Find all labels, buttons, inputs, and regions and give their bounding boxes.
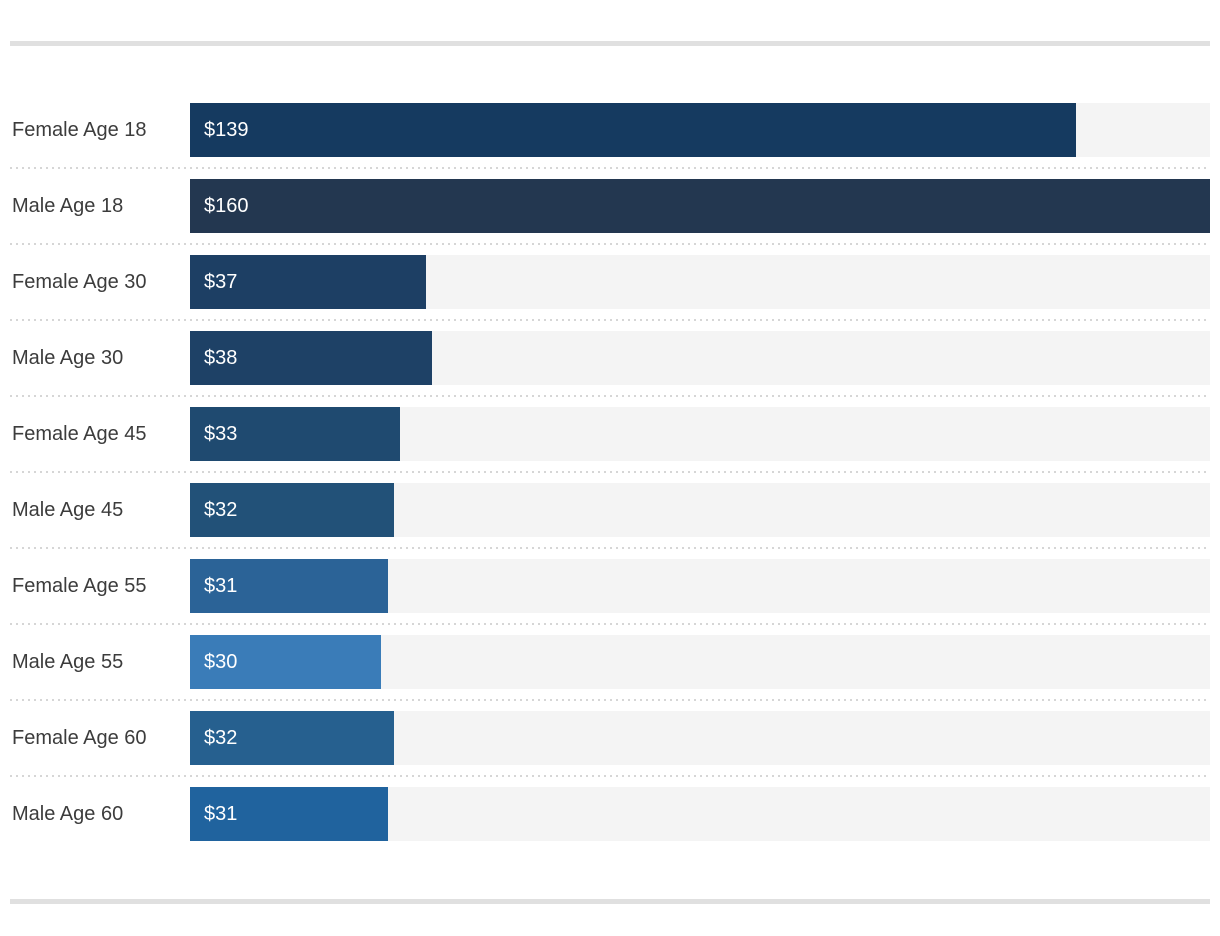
value-label: $32 xyxy=(204,498,238,521)
bar: $30 xyxy=(190,635,382,689)
bar-track: $38 xyxy=(190,331,1210,385)
value-label: $139 xyxy=(204,118,249,141)
bar-track: $33 xyxy=(190,407,1210,461)
value-label: $32 xyxy=(204,726,238,749)
bar: $31 xyxy=(190,559,388,613)
category-label: Male Age 55 xyxy=(12,650,124,673)
category-label: Female Age 18 xyxy=(12,118,147,141)
bar-track: $160 xyxy=(190,179,1210,233)
top-divider xyxy=(10,41,1210,46)
chart-row: Male Age 60 $31 xyxy=(10,775,1210,852)
value-label: $38 xyxy=(204,346,238,369)
bar: $33 xyxy=(190,407,401,461)
value-label: $31 xyxy=(204,574,238,597)
chart-row: Male Age 18 $160 xyxy=(10,167,1210,244)
bar-track: $139 xyxy=(190,103,1210,157)
value-label: $30 xyxy=(204,650,238,673)
chart-row: Male Age 45 $32 xyxy=(10,471,1210,548)
category-label: Female Age 45 xyxy=(12,422,147,445)
bar: $32 xyxy=(190,483,394,537)
bar: $31 xyxy=(190,787,388,841)
value-label: $160 xyxy=(204,194,249,217)
category-label: Female Age 60 xyxy=(12,726,147,749)
bar-track: $32 xyxy=(190,711,1210,765)
chart-row: Male Age 30 $38 xyxy=(10,319,1210,396)
category-label: Male Age 60 xyxy=(12,802,124,825)
bar-track: $32 xyxy=(190,483,1210,537)
chart-row: Female Age 30 $37 xyxy=(10,243,1210,320)
bar: $37 xyxy=(190,255,426,309)
bar-track: $31 xyxy=(190,787,1210,841)
bottom-divider xyxy=(10,899,1210,904)
bar: $160 xyxy=(190,179,1210,233)
bar: $32 xyxy=(190,711,394,765)
bar-track: $37 xyxy=(190,255,1210,309)
chart-row: Female Age 45 $33 xyxy=(10,395,1210,472)
bar-chart: Female Age 18 $139 Male Age 18 $160 Female A… xyxy=(10,92,1210,852)
chart-row: Female Age 18 $139 xyxy=(10,92,1210,168)
category-label: Male Age 45 xyxy=(12,498,124,521)
value-label: $37 xyxy=(204,270,238,293)
bar: $38 xyxy=(190,331,433,385)
bar-track: $31 xyxy=(190,559,1210,613)
bar-track: $30 xyxy=(190,635,1210,689)
value-label: $31 xyxy=(204,802,238,825)
category-label: Female Age 55 xyxy=(12,574,147,597)
category-label: Male Age 18 xyxy=(12,194,124,217)
chart-row: Male Age 55 $30 xyxy=(10,623,1210,700)
chart-row: Female Age 60 $32 xyxy=(10,699,1210,776)
value-label: $33 xyxy=(204,422,238,445)
category-label: Female Age 30 xyxy=(12,270,147,293)
category-label: Male Age 30 xyxy=(12,346,124,369)
chart-row: Female Age 55 $31 xyxy=(10,547,1210,624)
bar: $139 xyxy=(190,103,1077,157)
